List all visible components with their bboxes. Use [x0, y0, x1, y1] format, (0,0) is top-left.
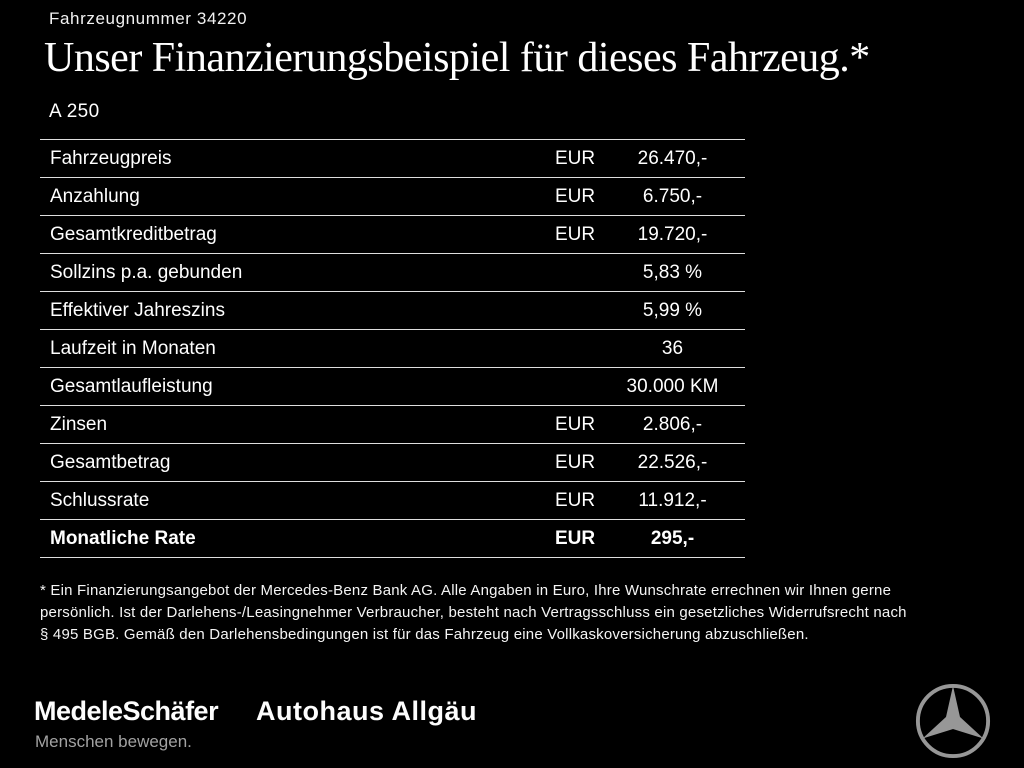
finance-table-row: Zinsen EUR 2.806,- [40, 405, 745, 443]
row-label: Sollzins p.a. gebunden [50, 261, 243, 283]
dealer-logo-autohaus-allgaeu: Autohaus Allgäu [256, 696, 477, 726]
row-label: Laufzeit in Monaten [50, 337, 216, 359]
finance-table-row: Gesamtbetrag EUR 22.526,- [40, 443, 745, 481]
row-value: 22.526,- [637, 451, 708, 473]
row-value: 5,99 % [642, 299, 703, 321]
footer-tagline: Menschen bewegen. [35, 732, 192, 751]
row-currency: EUR [555, 147, 596, 169]
footnote-line: persönlich. Ist der Darlehens-/Leasingne… [40, 604, 907, 621]
finance-table: Fahrzeugpreis EUR 26.470,- Anzahlung EUR… [40, 139, 745, 558]
row-label: Gesamtlaufleistung [50, 375, 213, 397]
row-label: Effektiver Jahreszins [50, 299, 225, 321]
finance-table-row: Laufzeit in Monaten 36 [40, 329, 745, 367]
row-currency: EUR [555, 489, 596, 511]
footer: MedeleSchäfer Autohaus Allgäu Menschen b… [0, 680, 1024, 768]
footnote-line: * Ein Finanzierungsangebot der Mercedes-… [40, 582, 892, 599]
row-label: Fahrzeugpreis [50, 147, 172, 169]
vehicle-number: Fahrzeugnummer 34220 [49, 9, 248, 28]
finance-table-row: Sollzins p.a. gebunden 5,83 % [40, 253, 745, 291]
finance-table-row: Anzahlung EUR 6.750,- [40, 177, 745, 215]
footnote: * Ein Finanzierungsangebot der Mercedes-… [40, 580, 970, 646]
page-title: Unser Finanzierungsbeispiel für dieses F… [44, 35, 870, 81]
row-currency: EUR [555, 527, 596, 549]
row-label: Anzahlung [50, 185, 140, 207]
row-currency: EUR [555, 185, 596, 207]
dealer-logo-medele-schaefer: MedeleSchäfer [34, 696, 219, 726]
row-value: 295,- [650, 527, 695, 549]
finance-table-row: Gesamtlaufleistung 30.000 KM [40, 367, 745, 405]
row-value: 5,83 % [642, 261, 703, 283]
mercedes-star-icon [914, 682, 992, 760]
footnote-line: § 495 BGB. Gemäß den Darlehensbedingunge… [40, 626, 809, 643]
row-value: 6.750,- [642, 185, 703, 207]
row-label: Gesamtkreditbetrag [50, 223, 217, 245]
row-value: 2.806,- [642, 413, 703, 435]
row-label: Zinsen [50, 413, 108, 435]
finance-table-row: Effektiver Jahreszins 5,99 % [40, 291, 745, 329]
row-currency: EUR [555, 451, 596, 473]
finance-table-row: Fahrzeugpreis EUR 26.470,- [40, 139, 745, 177]
finance-table-row: Gesamtkreditbetrag EUR 19.720,- [40, 215, 745, 253]
row-label: Monatliche Rate [50, 527, 196, 549]
row-value: 26.470,- [637, 147, 708, 169]
row-value: 30.000 KM [626, 375, 719, 397]
finance-table-row: Schlussrate EUR 11.912,- [40, 481, 745, 519]
row-value: 19.720,- [637, 223, 708, 245]
row-value: 36 [661, 337, 684, 359]
finance-table-row: Monatliche Rate EUR 295,- [40, 519, 745, 557]
row-label: Gesamtbetrag [50, 451, 171, 473]
row-label: Schlussrate [50, 489, 150, 511]
row-currency: EUR [555, 223, 596, 245]
row-currency: EUR [555, 413, 596, 435]
row-value: 11.912,- [638, 489, 707, 511]
model-name: A 250 [49, 101, 100, 122]
